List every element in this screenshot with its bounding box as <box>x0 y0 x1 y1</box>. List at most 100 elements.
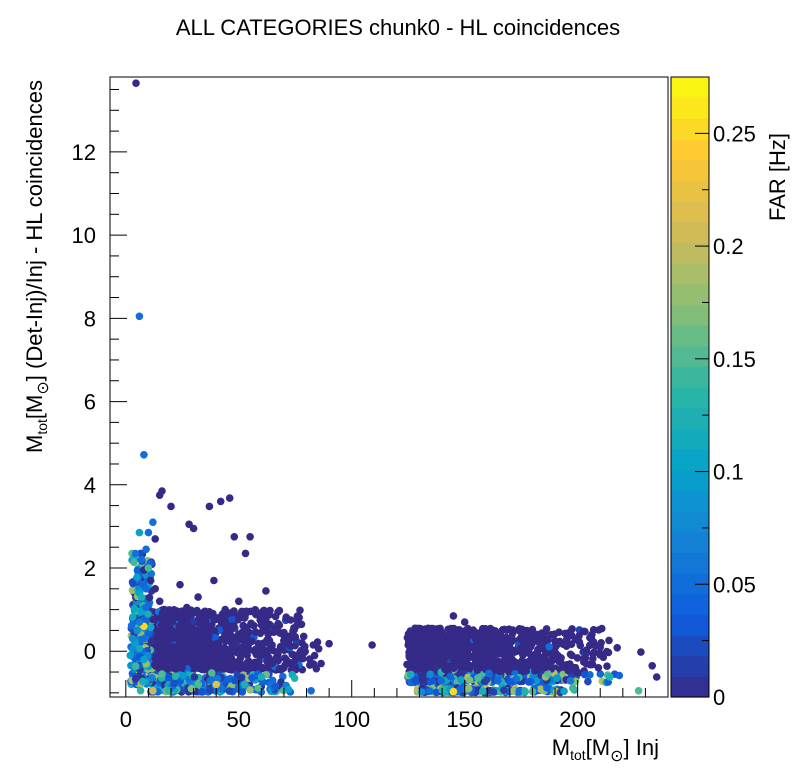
data-point <box>254 684 262 692</box>
data-point <box>183 603 191 612</box>
data-point <box>512 675 521 683</box>
data-point <box>500 686 508 694</box>
colorbar-tick-label: 0 <box>713 685 725 710</box>
data-point <box>457 676 465 684</box>
data-point <box>524 678 533 686</box>
data-point <box>206 686 214 695</box>
data-point <box>174 653 182 662</box>
data-point <box>613 644 621 652</box>
data-point <box>133 626 141 635</box>
data-point <box>584 677 592 686</box>
data-point <box>406 670 415 679</box>
data-point <box>648 662 656 670</box>
colorbar: 0 0.05 0.1 0.15 0.2 0.25 <box>670 76 756 710</box>
data-point <box>464 684 473 693</box>
data-point <box>541 663 550 672</box>
data-point <box>286 616 295 624</box>
data-point <box>150 661 159 669</box>
data-point <box>284 685 293 694</box>
data-point <box>447 626 455 634</box>
data-point <box>190 673 199 681</box>
x-tick-label: 100 <box>333 707 370 732</box>
data-point <box>252 628 260 636</box>
data-point <box>528 653 536 661</box>
data-point <box>271 624 279 633</box>
data-point <box>557 654 565 662</box>
data-point <box>135 312 144 321</box>
chart-title: ALL CATEGORIES chunk0 - HL coincidences <box>176 15 620 40</box>
data-point <box>175 662 184 671</box>
data-point <box>325 639 333 648</box>
data-point <box>502 626 511 634</box>
data-point <box>468 630 477 639</box>
data-point <box>257 673 266 681</box>
data-point <box>605 636 613 645</box>
data-point <box>586 671 594 679</box>
data-point <box>167 652 176 661</box>
data-point <box>255 663 264 672</box>
data-point <box>425 650 433 659</box>
data-point <box>553 674 561 683</box>
data-point <box>585 660 594 669</box>
data-point <box>411 676 419 684</box>
data-point <box>557 660 566 668</box>
data-point <box>211 633 219 642</box>
data-point <box>181 654 189 662</box>
data-point <box>194 609 203 618</box>
data-point <box>235 650 244 658</box>
data-point <box>234 615 242 624</box>
data-point <box>480 639 488 648</box>
data-point <box>409 631 418 639</box>
data-point <box>544 635 552 644</box>
data-point <box>263 636 271 644</box>
data-point <box>515 687 523 696</box>
data-point <box>164 673 172 682</box>
data-point <box>425 660 433 669</box>
data-point <box>167 661 176 670</box>
data-point <box>476 632 485 641</box>
data-point <box>522 638 530 646</box>
data-point <box>197 644 205 652</box>
data-point <box>296 648 304 656</box>
data-point <box>238 688 247 696</box>
data-point <box>314 645 323 653</box>
data-point <box>465 676 474 684</box>
data-point <box>179 672 187 680</box>
data-point <box>211 687 220 695</box>
data-point <box>544 670 552 678</box>
data-point <box>251 658 259 667</box>
data-point <box>551 637 559 645</box>
data-point <box>587 634 595 643</box>
data-point <box>135 528 144 537</box>
data-point <box>536 685 545 693</box>
data-point <box>206 676 215 685</box>
data-point <box>264 653 273 661</box>
data-point <box>589 655 597 663</box>
data-point <box>446 672 455 681</box>
data-point <box>456 685 465 693</box>
data-point <box>426 678 435 686</box>
data-point <box>637 648 645 656</box>
data-point <box>228 659 237 668</box>
data-point <box>161 644 169 652</box>
data-point <box>262 587 270 595</box>
data-point <box>498 664 506 672</box>
data-point <box>479 687 487 695</box>
data-point <box>521 688 529 696</box>
data-point <box>562 642 571 650</box>
data-point <box>540 653 549 662</box>
y-tick-label: 4 <box>84 473 96 498</box>
data-point <box>603 662 611 670</box>
data-point <box>411 624 419 633</box>
data-point <box>155 597 164 606</box>
data-point <box>152 654 161 663</box>
data-point <box>147 569 156 578</box>
data-point <box>418 672 427 680</box>
y-tick-label: 12 <box>72 140 96 165</box>
x-tick-label: 150 <box>446 707 483 732</box>
data-point <box>596 643 604 651</box>
data-point <box>127 621 136 630</box>
data-point <box>426 670 435 679</box>
data-point <box>248 673 256 682</box>
data-point <box>291 632 300 641</box>
